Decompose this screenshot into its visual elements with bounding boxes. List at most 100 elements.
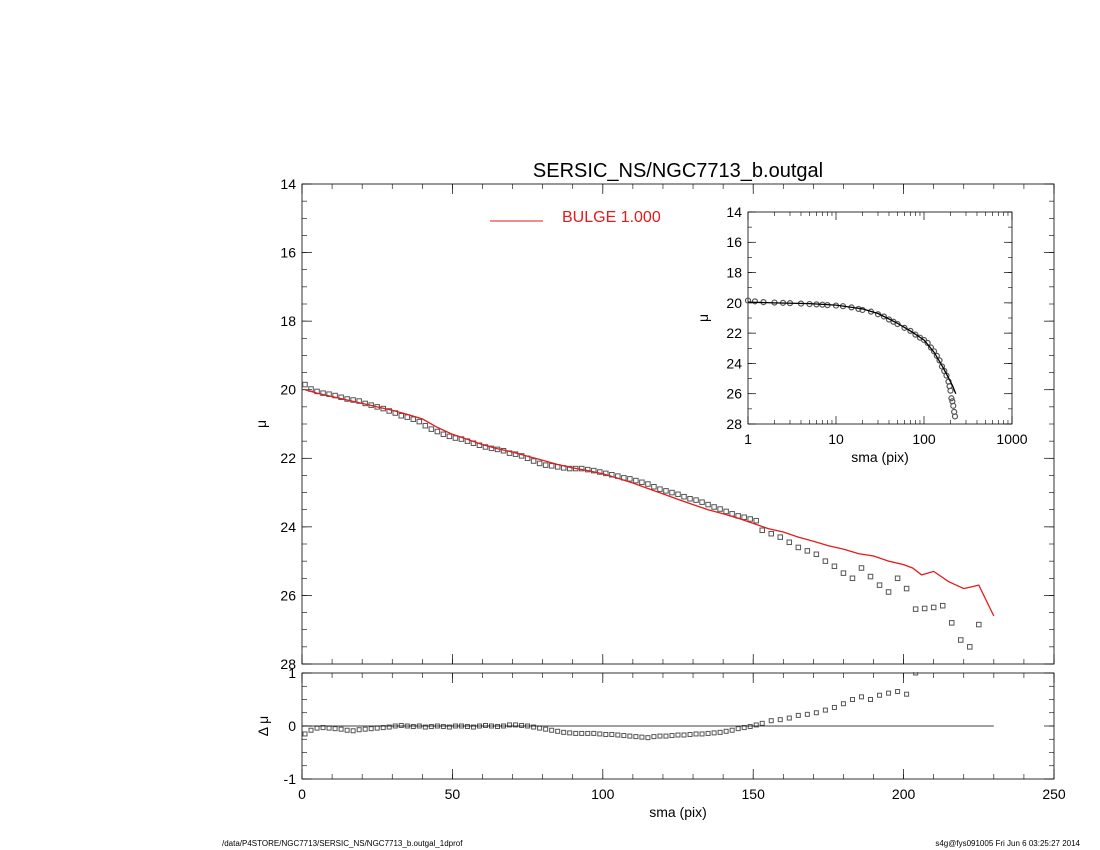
residual-data-point xyxy=(717,729,723,735)
main-data-point xyxy=(804,548,811,554)
residual-data-point xyxy=(705,730,711,736)
main-data-point xyxy=(566,465,573,472)
main-data-point xyxy=(894,575,901,582)
main-data-point xyxy=(885,589,892,595)
residual-data-point xyxy=(320,725,326,731)
residual-data-point xyxy=(813,710,819,716)
residual-data-point xyxy=(786,715,792,721)
main-data-point xyxy=(711,504,717,510)
inset-ytick-label: 24 xyxy=(726,355,742,371)
residual-ytick-label: 0 xyxy=(288,718,296,734)
residual-data-point xyxy=(513,722,519,728)
residual-data-point xyxy=(895,689,901,695)
residual-data-point xyxy=(549,727,555,733)
residual-data-point xyxy=(877,692,883,698)
main-panel: 14 16 18 20 22 24 26 28 μ BULGE 1.000 xyxy=(253,176,1055,672)
inset-xtick-label: 100 xyxy=(912,431,936,447)
residual-data-point xyxy=(507,722,513,728)
residual-data-point xyxy=(849,697,855,702)
main-data-point xyxy=(753,517,759,524)
inset-ytick-label: 18 xyxy=(726,264,742,280)
inset-ytick-label: 28 xyxy=(726,416,742,432)
main-data-point xyxy=(350,397,356,403)
main-data-point xyxy=(416,418,423,425)
residual-data-point xyxy=(597,731,603,737)
residual-data-point xyxy=(693,731,699,737)
residual-data-point xyxy=(804,711,810,717)
residual-data-point xyxy=(519,722,525,728)
main-data-point xyxy=(849,575,856,582)
main-data-point xyxy=(741,514,747,521)
inset-ytick-label: 26 xyxy=(726,386,742,402)
residual-data-point xyxy=(768,718,774,724)
main-ylabel: μ xyxy=(253,420,269,428)
residual-data-point xyxy=(470,724,476,730)
main-data-point xyxy=(530,458,537,464)
main-data-point xyxy=(548,463,555,469)
residual-xtick-label: 100 xyxy=(591,786,615,802)
main-data-point xyxy=(651,483,657,490)
residual-data-point xyxy=(386,724,392,730)
residual-xtick-label: 150 xyxy=(742,786,766,802)
main-data-point xyxy=(440,431,447,438)
residual-data-point xyxy=(711,730,717,736)
inset-data-point xyxy=(933,352,940,359)
residual-data-point xyxy=(723,728,729,734)
residual-data-point xyxy=(627,733,633,739)
main-data-point xyxy=(446,433,453,440)
main-data-point xyxy=(693,497,699,503)
main-data-point xyxy=(398,413,405,419)
inset-data-point xyxy=(912,331,919,338)
residual-data-point xyxy=(567,730,573,736)
chart-title: SERSIC_NS/NGC7713_b.outgal xyxy=(533,160,823,182)
inset-data-point xyxy=(927,344,935,351)
residual-data-point xyxy=(428,724,434,730)
inset-plot-area xyxy=(745,297,959,420)
inset-data-point xyxy=(950,402,957,409)
residual-data-point xyxy=(482,722,488,728)
inset-data-point xyxy=(947,387,954,394)
residual-data-point xyxy=(687,731,693,737)
residual-data-point xyxy=(904,691,910,697)
main-data-point xyxy=(813,551,820,558)
residual-xtick-label: 0 xyxy=(298,786,306,802)
residual-data-point xyxy=(699,731,705,737)
main-data-point xyxy=(633,477,639,484)
residual-data-point xyxy=(795,712,801,718)
residual-data-point xyxy=(440,724,446,730)
main-data-point xyxy=(967,644,973,650)
main-ytick-label: 20 xyxy=(280,382,296,398)
main-data-point xyxy=(747,516,753,522)
residual-data-point xyxy=(886,690,892,696)
residual-data-point xyxy=(913,672,919,676)
main-data-point xyxy=(410,416,417,422)
main-data-point xyxy=(912,606,919,612)
residual-data-point xyxy=(422,724,428,730)
residual-data-point xyxy=(314,725,320,731)
main-data-point xyxy=(386,408,392,414)
residual-data-point xyxy=(741,725,747,731)
residual-xtick-label: 250 xyxy=(1042,786,1066,802)
main-data-point xyxy=(422,422,429,429)
inset-data-point xyxy=(751,298,759,305)
main-data-point xyxy=(795,544,802,551)
residual-data-point xyxy=(561,729,567,735)
main-data-point xyxy=(681,493,687,500)
main-data-point xyxy=(669,489,675,496)
main-data-point xyxy=(428,426,435,432)
main-ytick-label: 16 xyxy=(280,244,296,260)
residual-data-point xyxy=(681,732,687,738)
main-series-line xyxy=(304,389,995,617)
main-data-point xyxy=(930,604,937,611)
residual-data-point xyxy=(591,730,597,736)
residual-data-point xyxy=(344,727,350,733)
main-data-point xyxy=(958,637,964,643)
inset-xtick-label: 1 xyxy=(744,431,752,447)
residual-data-point xyxy=(609,731,615,737)
residual-data-point xyxy=(543,726,549,732)
main-data-point xyxy=(663,488,669,494)
residual-data-point xyxy=(410,724,416,730)
residual-data-point xyxy=(657,733,663,739)
residual-data-point xyxy=(729,727,735,733)
